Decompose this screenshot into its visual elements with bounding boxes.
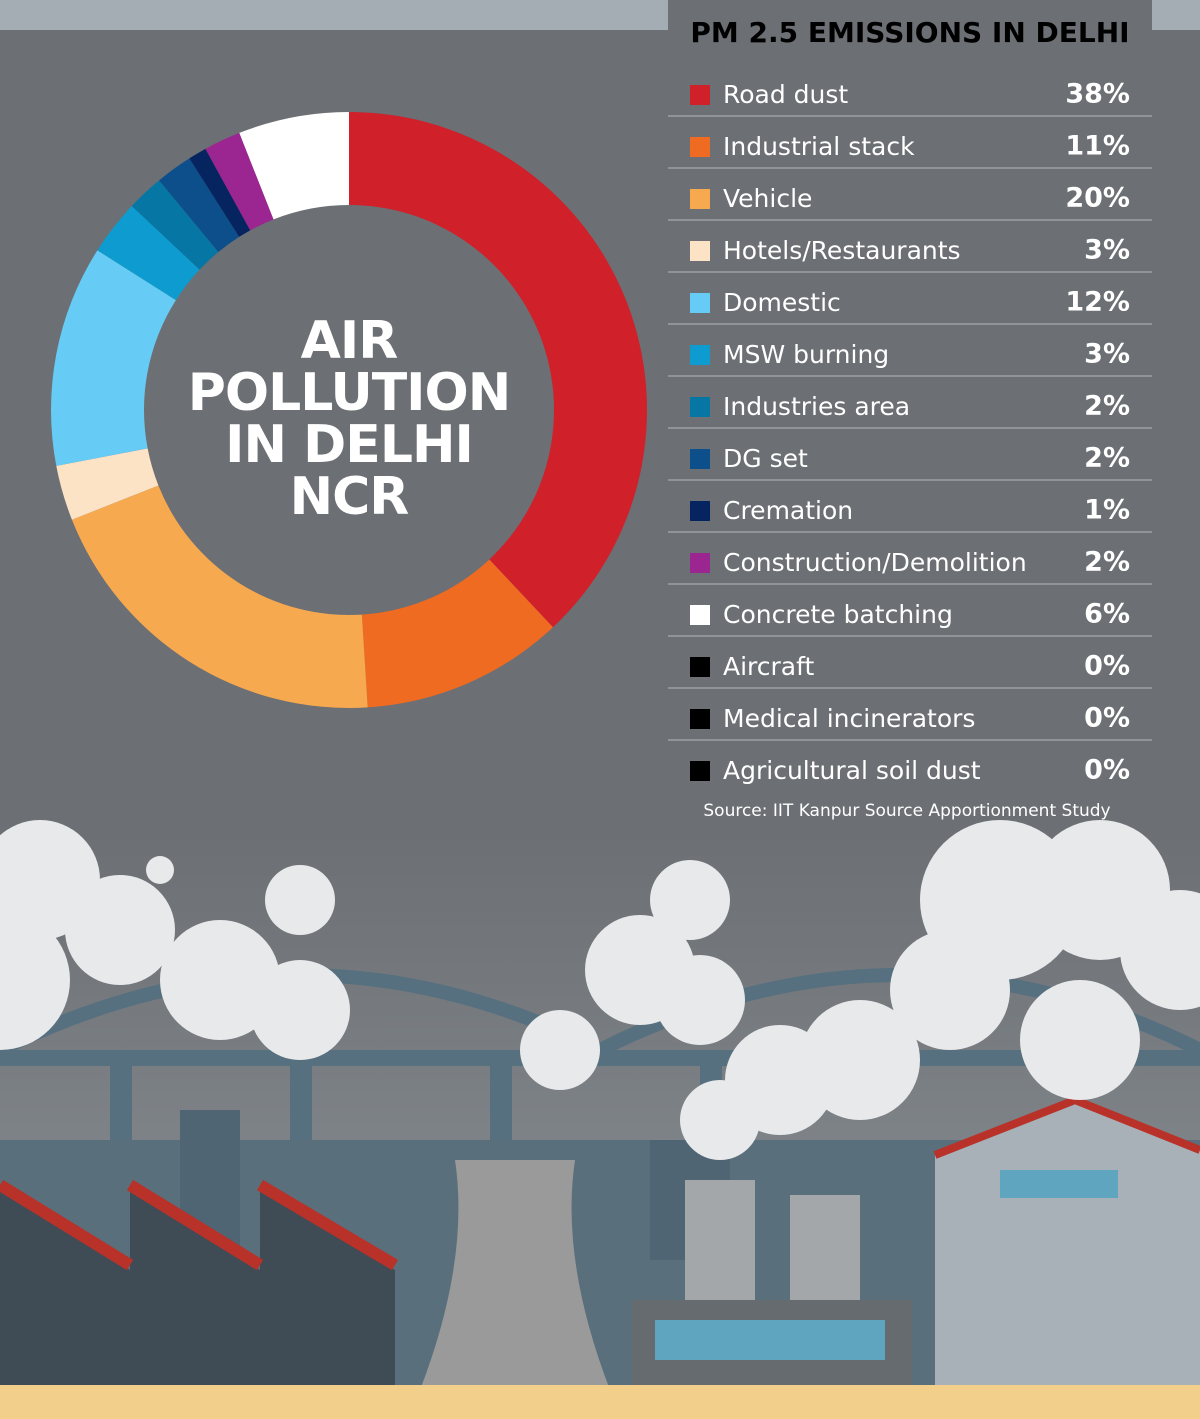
legend-value: 12% xyxy=(1065,287,1130,318)
legend-label: Agricultural soil dust xyxy=(723,756,981,785)
legend-swatch xyxy=(690,137,710,157)
legend-swatch xyxy=(690,189,710,209)
donut-slice xyxy=(349,112,647,628)
legend-swatch xyxy=(690,605,710,625)
illustration xyxy=(0,820,1200,1419)
legend-swatch xyxy=(690,657,710,677)
legend-swatch xyxy=(690,761,710,781)
legend-label: Domestic xyxy=(723,288,841,317)
donut-slice xyxy=(159,158,240,253)
legend-swatch xyxy=(690,709,710,729)
legend-value: 2% xyxy=(1084,443,1130,474)
donut-slice xyxy=(239,112,349,220)
legend-label: Vehicle xyxy=(723,184,812,213)
donut-slice xyxy=(361,559,553,708)
legend-label: Medical incinerators xyxy=(723,704,975,733)
legend-title: PM 2.5 EMISSIONS IN DELHI xyxy=(690,16,1129,49)
legend-label: Aircraft xyxy=(723,652,814,681)
donut-slice xyxy=(189,148,251,237)
donut-slice xyxy=(71,485,368,708)
legend-value: 38% xyxy=(1065,79,1130,110)
legend-value: 11% xyxy=(1065,131,1130,162)
legend-label: Concrete batching xyxy=(723,600,953,629)
legend-value: 0% xyxy=(1084,755,1130,786)
legend-swatch xyxy=(690,241,710,261)
legend-label: Industries area xyxy=(723,392,910,421)
legend-value: 0% xyxy=(1084,651,1130,682)
legend-label: Cremation xyxy=(723,496,853,525)
title-box xyxy=(668,0,1152,56)
legend-value: 2% xyxy=(1084,391,1130,422)
legend-swatch xyxy=(690,85,710,105)
legend-swatch xyxy=(690,397,710,417)
legend-label: MSW burning xyxy=(723,340,889,369)
legend-swatch xyxy=(690,449,710,469)
donut-slice xyxy=(56,448,159,520)
legend-label: Hotels/Restaurants xyxy=(723,236,961,265)
donut-slice xyxy=(205,132,274,231)
center-text: AIR POLLUTION IN DELHI NCR xyxy=(187,311,512,527)
legend-label: Industrial stack xyxy=(723,132,915,161)
legend-value: 2% xyxy=(1084,547,1130,578)
legend-swatch xyxy=(690,501,710,521)
legend-label: Construction/Demolition xyxy=(723,548,1027,577)
legend-label: Road dust xyxy=(723,80,848,109)
legend-value: 1% xyxy=(1084,495,1130,526)
legend-label: DG set xyxy=(723,444,808,473)
donut-slice xyxy=(51,250,176,466)
legend-value: 3% xyxy=(1084,339,1130,370)
legend-swatch xyxy=(690,293,710,313)
legend-value: 3% xyxy=(1084,235,1130,266)
legend-swatch xyxy=(690,553,710,573)
legend-value: 0% xyxy=(1084,703,1130,734)
legend-value: 6% xyxy=(1084,599,1130,630)
legend-value: 20% xyxy=(1065,183,1130,214)
donut-slice xyxy=(97,206,200,301)
source: Source: IIT Kanpur Source Apportionment … xyxy=(703,801,1110,821)
donut-slice xyxy=(131,180,219,270)
legend-swatch xyxy=(690,345,710,365)
